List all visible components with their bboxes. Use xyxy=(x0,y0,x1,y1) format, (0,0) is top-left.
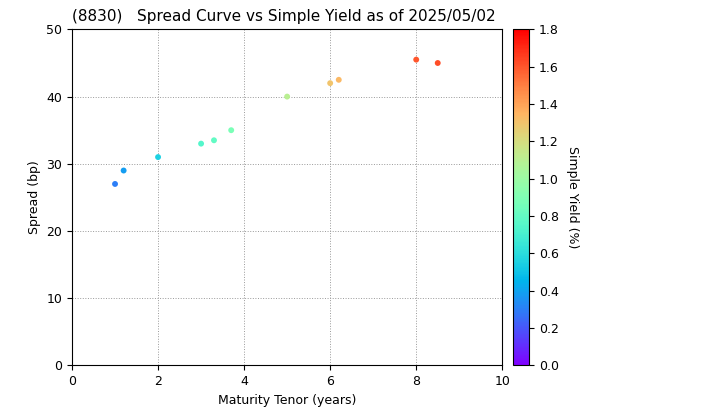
Point xyxy=(195,140,207,147)
Point xyxy=(410,56,422,63)
Point xyxy=(282,93,293,100)
Point xyxy=(118,167,130,174)
Point xyxy=(208,137,220,144)
Point xyxy=(225,127,237,134)
Text: (8830)   Spread Curve vs Simple Yield as of 2025/05/02: (8830) Spread Curve vs Simple Yield as o… xyxy=(72,9,495,24)
Point xyxy=(333,76,345,83)
X-axis label: Maturity Tenor (years): Maturity Tenor (years) xyxy=(218,394,356,407)
Y-axis label: Spread (bp): Spread (bp) xyxy=(28,160,41,234)
Point xyxy=(109,181,121,187)
Point xyxy=(325,80,336,87)
Point xyxy=(432,60,444,66)
Y-axis label: Simple Yield (%): Simple Yield (%) xyxy=(566,146,579,249)
Point xyxy=(153,154,164,160)
